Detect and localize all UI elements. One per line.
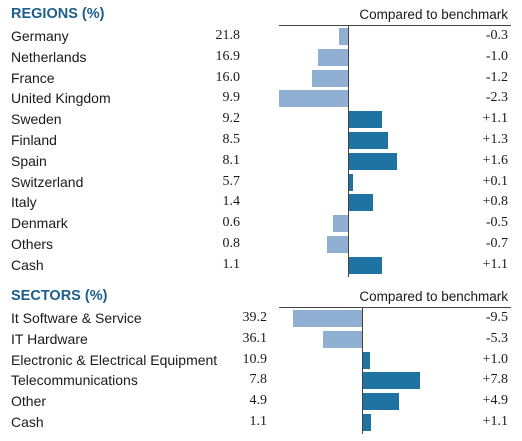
- region-row-netherlands: Netherlands 16.9 -1.0: [0, 47, 522, 68]
- category-label: Germany: [11, 28, 69, 44]
- weight-value: 5.7: [222, 173, 241, 189]
- weight-value: 0.8: [222, 236, 241, 251]
- difference-bar: [339, 28, 348, 45]
- difference-bar: [279, 90, 348, 108]
- weight-value: 0.6: [222, 215, 241, 231]
- difference-bar: [292, 310, 362, 327]
- region-row-cash: Cash 1.1 +1.1: [0, 255, 522, 276]
- difference-bar: [333, 215, 348, 233]
- difference-bar: [327, 236, 348, 253]
- difference-bar: [349, 256, 382, 274]
- category-label: Cash: [11, 414, 44, 430]
- sector-header-rule: [279, 307, 511, 308]
- sector-row-it-software-service: It Software & Service 39.2 -9.5: [0, 308, 522, 329]
- difference-label: -2.3: [485, 90, 508, 106]
- category-label: Finland: [11, 132, 57, 148]
- category-label: IT Hardware: [11, 330, 88, 347]
- difference-bar: [349, 173, 353, 191]
- difference-label: -0.3: [485, 28, 508, 43]
- category-label: United Kingdom: [11, 90, 111, 107]
- region-zero-axis: [348, 25, 349, 277]
- region-benchmark-label: Compared to benchmark: [359, 7, 508, 22]
- weight-value: 1.4: [222, 194, 241, 210]
- region-row-germany: Germany 21.8 -0.3: [0, 26, 522, 47]
- region-row-united-kingdom: United Kingdom 9.9 -2.3: [0, 88, 522, 109]
- region-row-switzerland: Switzerland 5.7 +0.1: [0, 172, 522, 193]
- category-label: Netherlands: [11, 48, 87, 65]
- category-label: Cash: [11, 256, 44, 273]
- difference-label: +1.0: [482, 351, 508, 367]
- category-label: Spain: [11, 152, 47, 169]
- difference-label: -1.0: [485, 48, 508, 64]
- category-label: Denmark: [11, 215, 68, 232]
- weight-value: 10.9: [242, 351, 268, 367]
- difference-bar: [349, 152, 397, 170]
- difference-label: +7.8: [482, 372, 508, 388]
- difference-bar: [323, 330, 362, 348]
- region-row-sweden: Sweden 9.2 +1.1: [0, 109, 522, 130]
- region-section-title: REGIONS (%): [11, 6, 105, 22]
- category-label: It Software & Service: [11, 310, 142, 326]
- weight-value: 7.8: [249, 372, 268, 388]
- difference-bar: [349, 194, 373, 212]
- difference-bar: [318, 48, 348, 66]
- category-label: France: [11, 69, 55, 86]
- category-label: Italy: [11, 194, 37, 211]
- weight-value: 9.2: [222, 111, 241, 127]
- region-row-finland: Finland 8.5 +1.3: [0, 130, 522, 151]
- difference-bar: [363, 393, 399, 411]
- region-header-rule: [279, 25, 511, 26]
- weight-value: 1.1: [222, 256, 241, 272]
- category-label: Electronic & Electrical Equipment: [11, 351, 218, 368]
- weight-value: 4.9: [249, 393, 268, 409]
- sector-zero-axis: [362, 307, 363, 434]
- category-label: Switzerland: [11, 173, 84, 190]
- difference-bar: [363, 351, 371, 369]
- weight-value: 39.2: [242, 310, 268, 325]
- difference-bar: [363, 372, 420, 390]
- weight-value: 21.8: [215, 28, 241, 43]
- difference-label: +1.3: [482, 132, 508, 147]
- sector-benchmark-label: Compared to benchmark: [359, 289, 508, 304]
- difference-label: +1.1: [482, 414, 508, 429]
- difference-label: -9.5: [485, 310, 508, 325]
- weight-value: 8.5: [222, 132, 241, 147]
- region-row-denmark: Denmark 0.6 -0.5: [0, 213, 522, 234]
- category-label: Sweden: [11, 111, 62, 128]
- weight-value: 1.1: [249, 414, 268, 429]
- difference-label: -5.3: [485, 330, 508, 346]
- weight-value: 36.1: [242, 330, 268, 346]
- category-label: Others: [11, 236, 54, 252]
- difference-label: +1.6: [482, 152, 508, 168]
- region-row-spain: Spain 8.1 +1.6: [0, 151, 522, 172]
- category-label: Other: [11, 393, 47, 410]
- difference-label: +1.1: [482, 256, 508, 272]
- category-label: Telecommunications: [11, 372, 138, 389]
- difference-bar: [349, 111, 382, 129]
- weight-value: 16.0: [215, 69, 241, 85]
- sector-row-other: Other 4.9 +4.9: [0, 391, 522, 412]
- region-row-others: Others 0.8 -0.7: [0, 234, 522, 255]
- sector-row-electronic-electrical-equipment: Electronic & Electrical Equipment 10.9 +1.…: [0, 350, 522, 371]
- weight-value: 8.1: [222, 152, 241, 168]
- difference-label: +0.1: [482, 173, 508, 189]
- sector-row-it-hardware: IT Hardware 36.1 -5.3: [0, 329, 522, 350]
- difference-bar: [363, 414, 372, 431]
- difference-label: -0.7: [485, 236, 508, 251]
- region-row-italy: Italy 1.4 +0.8: [0, 192, 522, 213]
- sector-section-title: SECTORS (%): [11, 288, 108, 304]
- weight-value: 16.9: [215, 48, 241, 64]
- sector-row-cash: Cash 1.1 +1.1: [0, 412, 522, 433]
- weight-value: 9.9: [222, 90, 241, 106]
- difference-label: -1.2: [485, 69, 508, 85]
- region-row-france: France 16.0 -1.2: [0, 68, 522, 89]
- difference-label: +4.9: [482, 393, 508, 409]
- difference-bar: [312, 69, 348, 87]
- difference-bar: [349, 132, 388, 149]
- difference-label: +0.8: [482, 194, 508, 210]
- sector-row-telecommunications: Telecommunications 7.8 +7.8: [0, 370, 522, 391]
- difference-label: +1.1: [482, 111, 508, 127]
- difference-label: -0.5: [485, 215, 508, 231]
